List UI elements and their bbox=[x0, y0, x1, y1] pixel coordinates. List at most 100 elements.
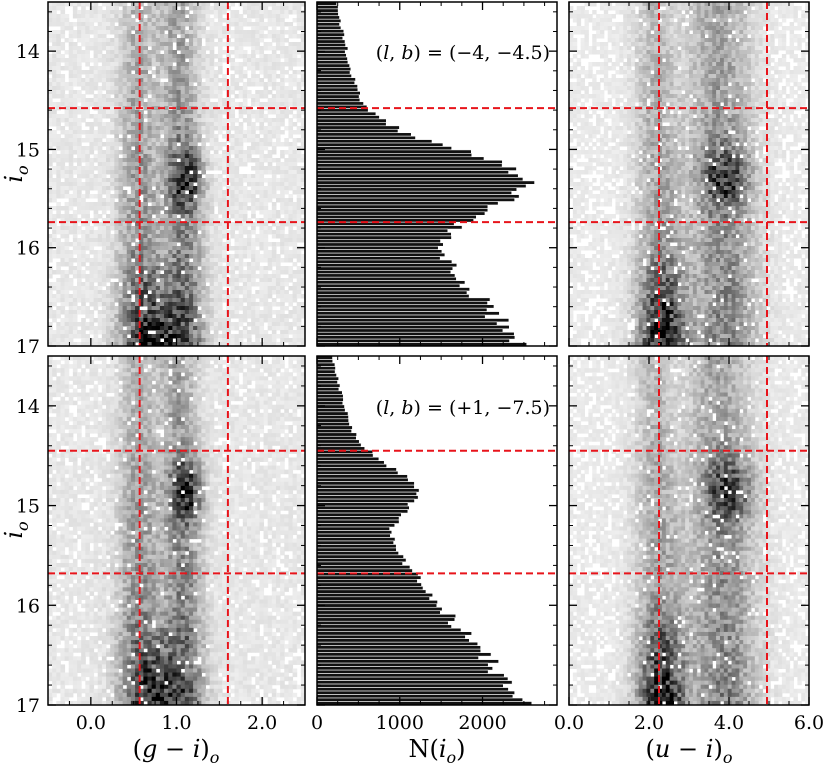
heatmap-cell bbox=[68, 218, 74, 223]
heatmap-cell bbox=[172, 182, 177, 187]
heatmap-cell bbox=[155, 154, 161, 159]
heatmap-cell bbox=[159, 102, 165, 107]
heatmap-cell bbox=[271, 310, 277, 315]
heatmap-cell bbox=[135, 282, 140, 287]
heatmap-cell bbox=[81, 54, 86, 59]
heatmap-cell bbox=[267, 266, 273, 271]
heatmap-cell bbox=[209, 186, 215, 191]
heatmap-cell bbox=[251, 70, 256, 75]
heatmap-cell bbox=[209, 210, 215, 215]
heatmap-cell bbox=[155, 310, 161, 315]
heatmap-cell bbox=[52, 230, 57, 235]
heatmap-cell bbox=[122, 46, 128, 51]
heatmap-cell bbox=[97, 234, 103, 239]
heatmap-cell bbox=[280, 330, 285, 335]
heatmap-cell bbox=[288, 110, 294, 115]
heatmap-cell bbox=[242, 18, 248, 23]
heatmap-cell bbox=[114, 286, 119, 291]
heatmap-cell bbox=[85, 282, 90, 287]
heatmap-cell bbox=[135, 50, 140, 55]
heatmap-cell bbox=[60, 158, 66, 163]
heatmap-cell bbox=[56, 50, 61, 55]
heatmap-cell bbox=[259, 102, 265, 107]
heatmap-cell bbox=[234, 94, 240, 99]
heatmap-cell bbox=[151, 226, 157, 231]
heatmap-cell bbox=[122, 314, 128, 319]
heatmap-cell bbox=[275, 302, 281, 307]
hist-bar bbox=[317, 252, 446, 257]
heatmap-cell bbox=[284, 214, 289, 219]
heatmap-cell bbox=[130, 46, 136, 51]
heatmap-cell bbox=[93, 94, 99, 99]
heatmap-cell bbox=[292, 138, 298, 143]
heatmap-cell bbox=[143, 46, 148, 51]
hist-bar bbox=[317, 190, 513, 195]
heatmap-cell bbox=[93, 146, 99, 151]
heatmap-cell bbox=[251, 158, 256, 163]
heatmap-cell bbox=[85, 14, 90, 19]
heatmap-cell bbox=[263, 114, 269, 119]
heatmap-cell bbox=[246, 302, 252, 307]
heatmap-cell bbox=[85, 326, 90, 331]
heatmap-cell bbox=[64, 298, 70, 303]
heatmap-cell bbox=[296, 286, 302, 291]
heatmap-cell bbox=[147, 30, 153, 35]
heatmap-cell bbox=[213, 294, 219, 299]
heatmap-cell bbox=[122, 198, 128, 203]
heatmap-cell bbox=[296, 42, 302, 47]
heatmap-cell bbox=[151, 26, 157, 31]
heatmap-cell bbox=[246, 238, 252, 243]
heatmap-cell bbox=[176, 262, 182, 267]
heatmap-cell bbox=[242, 138, 248, 143]
heatmap-cell bbox=[135, 58, 140, 63]
heatmap-cell bbox=[180, 186, 186, 191]
heatmap-cell bbox=[188, 146, 194, 151]
heatmap-cell bbox=[292, 18, 298, 23]
heatmap-cell bbox=[193, 170, 198, 175]
heatmap-cell bbox=[217, 222, 223, 227]
heatmap-cell bbox=[584, 10, 589, 15]
heatmap-cell bbox=[184, 210, 190, 215]
heatmap-cell bbox=[259, 18, 265, 23]
heatmap-cell bbox=[176, 134, 182, 139]
heatmap-cell bbox=[259, 302, 265, 307]
heatmap-cell bbox=[164, 86, 169, 91]
heatmap-cell bbox=[255, 34, 260, 39]
heatmap-cell bbox=[234, 82, 240, 87]
heatmap-cell bbox=[184, 306, 190, 311]
heatmap-cell bbox=[739, 6, 744, 11]
heatmap-cell bbox=[213, 338, 219, 343]
heatmap-cell bbox=[246, 150, 252, 155]
heatmap-cell bbox=[209, 6, 215, 11]
heatmap-cell bbox=[52, 34, 57, 39]
heatmap-cell bbox=[139, 278, 144, 283]
heatmap-cell bbox=[246, 246, 252, 251]
heatmap-cell bbox=[168, 138, 173, 143]
heatmap-cell bbox=[292, 78, 298, 83]
heatmap-cell bbox=[135, 230, 140, 235]
heatmap-cell bbox=[164, 294, 169, 299]
heatmap-cell bbox=[172, 226, 177, 231]
heatmap-cell bbox=[159, 222, 165, 227]
heatmap-cell bbox=[81, 290, 86, 295]
heatmap-cell bbox=[176, 114, 182, 119]
heatmap-cell bbox=[101, 294, 107, 299]
heatmap-cell bbox=[251, 314, 256, 319]
heatmap-cell bbox=[52, 46, 57, 51]
heatmap-cell bbox=[130, 306, 136, 311]
heatmap-cell bbox=[271, 298, 277, 303]
heatmap-cell bbox=[271, 210, 277, 215]
heatmap-cell bbox=[193, 310, 198, 315]
heatmap-cell bbox=[284, 294, 289, 299]
heatmap-cell bbox=[255, 322, 260, 327]
heatmap-cell bbox=[251, 242, 256, 247]
heatmap-cell bbox=[122, 70, 128, 75]
heatmap-cell bbox=[110, 170, 115, 175]
heatmap-cell bbox=[155, 166, 161, 171]
heatmap-cell bbox=[122, 174, 128, 179]
heatmap-cell bbox=[197, 178, 202, 183]
heatmap-cell bbox=[180, 202, 186, 207]
heatmap-cell bbox=[217, 322, 223, 327]
heatmap-cell bbox=[168, 70, 173, 75]
heatmap-cell bbox=[130, 202, 136, 207]
